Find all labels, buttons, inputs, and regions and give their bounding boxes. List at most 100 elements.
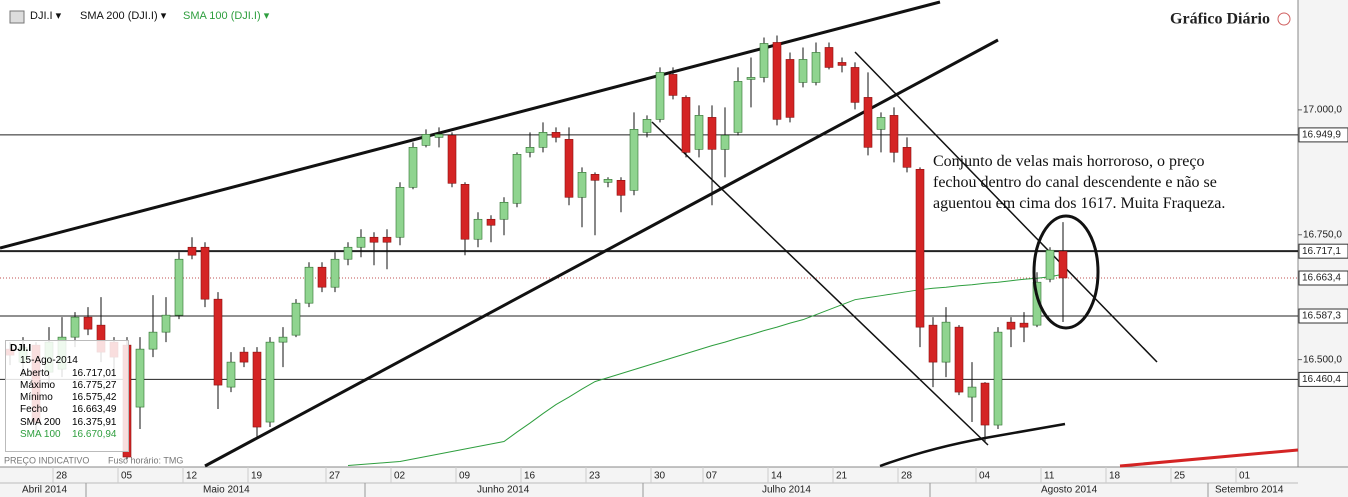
candle-body: [590, 174, 600, 181]
info-value: 16.575,42: [72, 392, 117, 404]
candle-body: [551, 132, 561, 138]
footer-label: Fuso horário: TMG: [108, 455, 183, 465]
candle-body: [1006, 321, 1016, 330]
month-separators: [85, 483, 1209, 497]
indicator-menu[interactable]: SMA 200 (DJI.I) ▾: [80, 10, 167, 22]
candle-body: [746, 77, 756, 80]
candle-body: [577, 172, 587, 198]
indicator[interactable]: SMA 200 (DJI.I): [80, 10, 158, 22]
candle-body: [863, 97, 873, 148]
candle-body: [824, 47, 834, 68]
candle-body: [395, 186, 405, 238]
candle-body: [915, 169, 925, 328]
candle-body: [369, 236, 379, 243]
level-label: 16.460,4: [1302, 374, 1341, 385]
x-tick-label: 09: [459, 471, 471, 482]
candle-body: [538, 132, 548, 148]
x-tick-label: 02: [394, 471, 406, 482]
candle-body: [564, 139, 574, 198]
candle-body: [642, 119, 652, 133]
candle-body: [629, 129, 639, 191]
candle-body: [213, 298, 223, 386]
x-tick-label: 30: [654, 471, 666, 482]
x-tick-label: 25: [1174, 471, 1186, 482]
candle-body: [603, 179, 613, 183]
candle-body: [941, 321, 951, 363]
y-tick-label: 17.000,0: [1303, 105, 1342, 116]
month-label: Abril 2014: [22, 485, 67, 496]
candle-body: [447, 135, 457, 184]
x-tick-label: 16: [524, 471, 536, 482]
candle-body: [707, 117, 717, 150]
level-box: [1298, 270, 1348, 286]
candle-body: [291, 302, 301, 336]
x-tick-label: 01: [1239, 471, 1251, 482]
candle-body: [174, 258, 184, 316]
info-value: 16.717,01: [72, 367, 117, 379]
candle-body: [928, 324, 938, 363]
candle-body: [187, 246, 197, 256]
y-tick-label: 16.750,0: [1303, 229, 1342, 240]
symbol-menu[interactable]: DJI.I ▾: [30, 10, 62, 22]
info-label: SMA 200: [20, 416, 61, 428]
candle-body: [382, 236, 392, 243]
candle-body: [733, 81, 743, 133]
trend-line: [854, 51, 1158, 363]
candle-body: [317, 266, 327, 288]
chart-icon[interactable]: [9, 10, 25, 24]
candle-body: [499, 201, 509, 220]
month-label: Julho 2014: [762, 485, 811, 496]
chart-title: Gráfico Diário: [1170, 11, 1270, 28]
x-tick-label: 28: [901, 471, 913, 482]
x-tick-label: 21: [836, 471, 848, 482]
info-value: 16.670,94: [72, 429, 117, 441]
footer-label: PREÇO INDICATIVO: [4, 455, 89, 465]
level-box: [1298, 127, 1348, 143]
candle-body: [252, 351, 262, 428]
indicator-menu[interactable]: SMA 100 (DJI.I) ▾: [183, 10, 270, 22]
candle-body: [811, 52, 821, 83]
month-label: Maio 2014: [203, 485, 250, 496]
candle-body: [486, 218, 496, 226]
candle-body: [161, 314, 171, 333]
annotation-line: Conjunto de velas mais horroroso, o preç…: [933, 153, 1205, 170]
info-label: Mínimo: [20, 392, 53, 404]
info-label: SMA 100: [20, 429, 61, 441]
level-box: [1298, 308, 1348, 324]
info-row: Máximo 16.775,27: [10, 380, 124, 392]
x-tick-label: 12: [186, 471, 198, 482]
candle-body: [226, 361, 236, 388]
candle-body: [239, 351, 249, 363]
info-row: Mínimo 16.575,42: [10, 392, 124, 404]
candle-body: [616, 180, 626, 196]
info-value: 16.375,91: [72, 416, 117, 428]
x-tick-label: 14: [771, 471, 783, 482]
candle-body: [70, 316, 80, 338]
candle-body: [668, 74, 678, 96]
info-label: Máximo: [20, 379, 56, 391]
candle-body: [343, 246, 353, 260]
candle-body: [421, 134, 431, 146]
candle-body: [200, 246, 210, 300]
candle-body: [135, 348, 145, 408]
level-label: 16.587,3: [1302, 311, 1341, 322]
level-box: [1298, 243, 1348, 259]
y-axis-panel: [1298, 0, 1348, 467]
indicator[interactable]: SMA 100 (DJI.I): [183, 10, 261, 22]
symbol[interactable]: DJI.I: [30, 10, 53, 22]
info-label: Fecho: [20, 404, 48, 416]
clock-icon[interactable]: [1277, 12, 1291, 26]
candle-body: [434, 134, 444, 138]
sma-line: [347, 273, 1064, 467]
candle-body: [278, 336, 288, 343]
annotation: Conjunto de velas mais horroroso, o preç…: [933, 151, 1225, 214]
candle-body: [772, 42, 782, 120]
candle-body: [850, 67, 860, 103]
candle-body: [330, 258, 340, 288]
candle-body: [83, 316, 93, 330]
candle-body: [681, 97, 691, 153]
candle-body: [460, 184, 470, 240]
candle-body: [148, 331, 158, 350]
